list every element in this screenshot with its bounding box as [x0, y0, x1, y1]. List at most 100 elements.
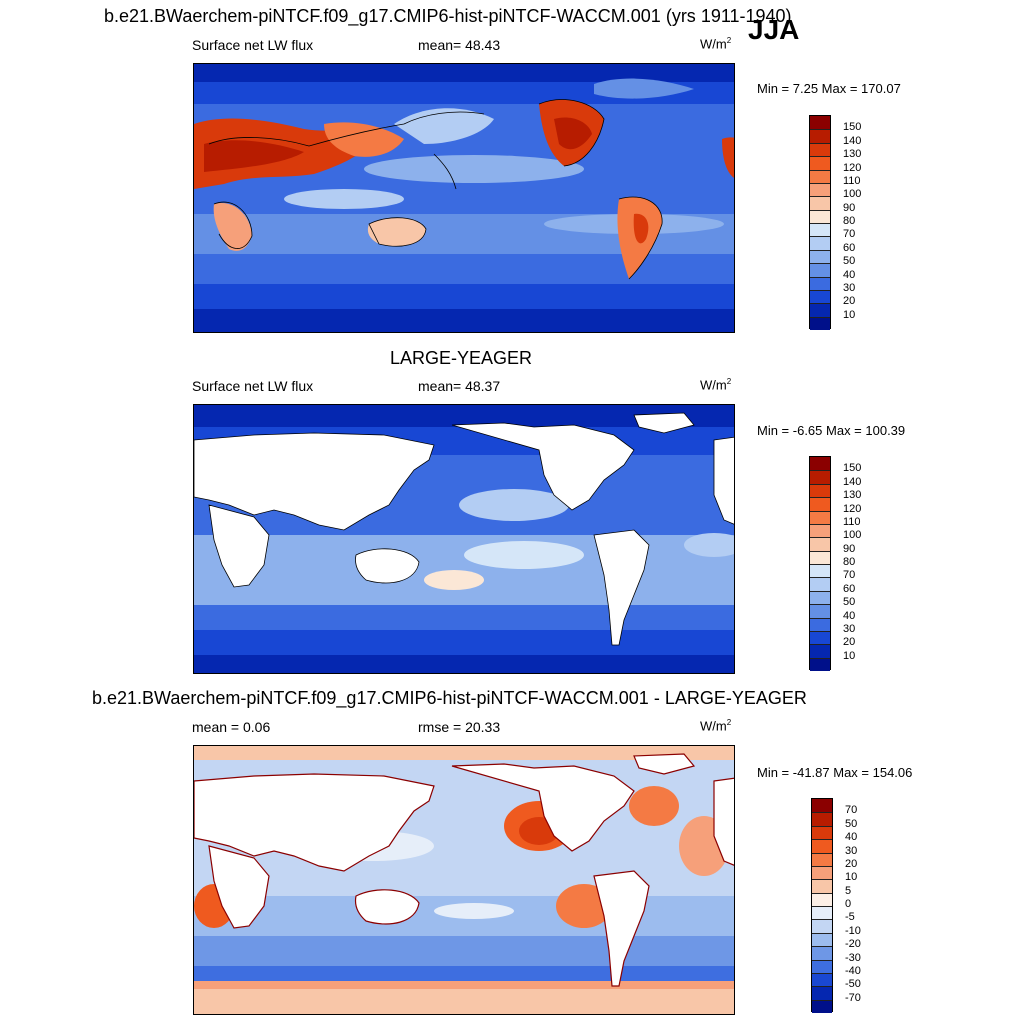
colorbar-swatch: [812, 852, 832, 866]
colorbar-tick-label: 30: [843, 281, 856, 294]
colorbar-tick-label: -50: [845, 978, 861, 991]
colorbar-tick-label: -70: [845, 991, 861, 1004]
colorbar-tick-label: 60: [843, 582, 856, 595]
colorbar-tick-label: 80: [843, 215, 856, 227]
colorbar-tick-label: 90: [843, 542, 856, 555]
panel2-colorbar: [809, 456, 831, 671]
colorbar-swatch: [810, 116, 830, 130]
panel2-variable: Surface net LW flux: [192, 378, 314, 394]
colorbar-tick-label: 140: [843, 475, 862, 488]
colorbar-swatch: [810, 209, 830, 223]
colorbar-tick-label: 40: [845, 831, 858, 844]
colorbar-tick-label: -40: [845, 964, 861, 977]
panel3-title: b.e21.BWaerchem-piNTCF.f09_g17.CMIP6-his…: [92, 688, 807, 708]
panel3-map-field: [194, 746, 734, 1014]
colorbar-tick-label: 60: [843, 241, 856, 254]
colorbar-swatch: [810, 497, 830, 511]
colorbar-swatch: [812, 839, 832, 853]
colorbar-swatch: [810, 590, 830, 605]
colorbar-swatch: [810, 523, 830, 538]
colorbar-swatch: [812, 999, 832, 1013]
main-title: b.e21.BWaerchem-piNTCF.f09_g17.CMIP6-his…: [104, 6, 792, 26]
colorbar-swatch: [810, 156, 830, 170]
colorbar-swatch: [812, 906, 832, 920]
panel3-rmse: rmse = 20.33: [418, 719, 501, 735]
colorbar-swatch: [812, 972, 832, 987]
panel1-map: [193, 63, 735, 333]
colorbar-swatch: [812, 919, 832, 933]
panel2-mean: mean= 48.37: [418, 378, 501, 394]
colorbar-swatch: [810, 142, 830, 157]
panel3-minmax: Min = -41.87 Max = 154.06: [757, 765, 913, 780]
colorbar-tick-label: 120: [843, 502, 862, 515]
colorbar-tick-label: 100: [843, 188, 862, 201]
colorbar-tick-label: 140: [843, 134, 862, 147]
colorbar-swatch: [810, 564, 830, 578]
colorbar-swatch: [810, 249, 830, 264]
panel2-minmax: Min = -6.65 Max = 100.39: [757, 423, 906, 438]
panel2-map: [193, 404, 735, 674]
colorbar-tick-label: 130: [843, 148, 862, 161]
colorbar-tick-label: 150: [843, 462, 862, 475]
colorbar-swatch: [812, 959, 832, 973]
panel1-minmax: Min = 7.25 Max = 170.07: [757, 81, 901, 96]
colorbar-swatch: [810, 223, 830, 237]
panel1-mean: mean= 48.43: [418, 37, 501, 53]
colorbar-swatch: [810, 617, 830, 631]
colorbar-tick-label: 0: [845, 898, 852, 910]
colorbar-swatch: [812, 879, 832, 893]
colorbar-swatch: [810, 182, 830, 197]
colorbar-swatch: [812, 825, 832, 840]
colorbar-tick-label: 40: [843, 268, 856, 281]
colorbar-tick-label: 10: [843, 308, 856, 321]
colorbar-tick-label: 5: [845, 884, 852, 897]
colorbar-swatch: [810, 657, 830, 671]
panel3-units: W/m2: [700, 718, 732, 734]
colorbar-swatch: [810, 303, 830, 317]
colorbar-tick-label: 30: [845, 844, 858, 857]
colorbar-swatch: [810, 604, 830, 618]
colorbar-tick-label: 50: [845, 817, 858, 830]
panel2-map-field: [194, 405, 734, 673]
colorbar-tick-label: -20: [845, 938, 861, 951]
colorbar-tick-label: 110: [843, 515, 861, 528]
panel3-mean: mean = 0.06: [192, 719, 271, 735]
colorbar-swatch: [810, 457, 830, 471]
colorbar-swatch: [810, 510, 830, 524]
panel1-map-field: [194, 64, 734, 332]
colorbar-swatch: [812, 812, 832, 826]
panel1-colorbar: [809, 115, 831, 330]
colorbar-swatch: [810, 316, 830, 330]
panel2-units: W/m2: [700, 377, 732, 393]
colorbar-swatch: [810, 630, 830, 645]
colorbar-swatch: [812, 799, 832, 813]
colorbar-swatch: [810, 129, 830, 143]
colorbar-tick-label: 130: [843, 489, 862, 502]
colorbar-swatch: [810, 470, 830, 484]
colorbar-tick-label: 20: [843, 295, 856, 308]
colorbar-tick-label: -5: [845, 911, 855, 924]
colorbar-swatch: [810, 196, 830, 210]
colorbar-tick-label: 70: [845, 804, 858, 817]
colorbar-tick-label: 30: [843, 622, 856, 635]
colorbar-tick-label: 70: [843, 569, 856, 582]
colorbar-swatch: [812, 946, 832, 960]
colorbar-swatch: [812, 892, 832, 906]
panel2-title: LARGE-YEAGER: [390, 348, 533, 368]
colorbar-tick-label: 150: [843, 121, 862, 134]
colorbar-swatch: [810, 577, 830, 591]
colorbar-swatch: [810, 263, 830, 277]
colorbar-tick-label: 70: [843, 228, 856, 241]
colorbar-tick-label: 120: [843, 161, 862, 174]
colorbar-swatch: [810, 276, 830, 290]
colorbar-tick-label: 40: [843, 609, 856, 622]
colorbar-tick-label: 80: [843, 556, 856, 568]
colorbar-swatch: [812, 986, 832, 1000]
colorbar-tick-label: 10: [843, 649, 856, 662]
colorbar-tick-label: 20: [845, 857, 858, 870]
colorbar-swatch: [810, 644, 830, 658]
colorbar-swatch: [810, 483, 830, 498]
colorbar-tick-label: 10: [845, 871, 858, 884]
panel3-colorbar: [811, 798, 833, 1013]
colorbar-tick-label: 110: [843, 174, 861, 187]
